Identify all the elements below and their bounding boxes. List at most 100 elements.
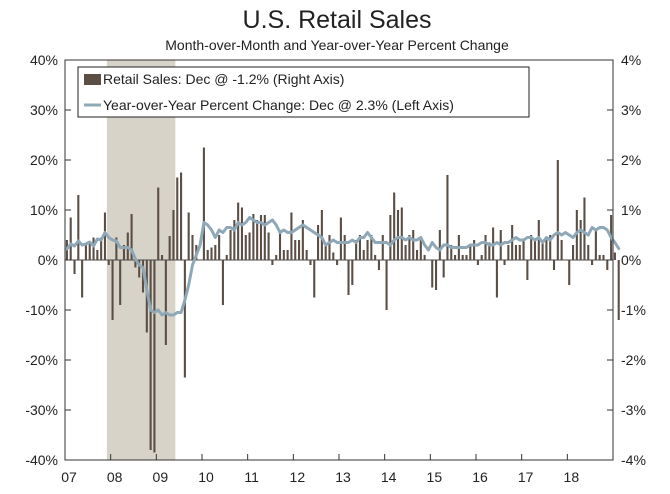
bar bbox=[221, 260, 224, 305]
bar bbox=[328, 235, 331, 260]
bar bbox=[168, 236, 171, 260]
bar bbox=[355, 240, 358, 260]
x-tick-label: 09 bbox=[153, 469, 169, 485]
bar bbox=[480, 255, 483, 260]
left-tick-label: 40% bbox=[30, 52, 58, 68]
bar bbox=[572, 245, 575, 260]
bar bbox=[374, 255, 377, 260]
bar bbox=[240, 207, 243, 260]
bar bbox=[438, 230, 441, 260]
bar bbox=[81, 260, 84, 298]
bar bbox=[69, 217, 72, 260]
bar bbox=[275, 255, 278, 260]
x-tick-label: 17 bbox=[518, 469, 534, 485]
bar bbox=[134, 260, 137, 268]
bar bbox=[442, 260, 445, 278]
bar bbox=[606, 260, 609, 270]
bar bbox=[305, 250, 308, 260]
right-tick-label: -2% bbox=[621, 352, 646, 368]
bar bbox=[591, 260, 594, 265]
x-tick-label: 10 bbox=[198, 469, 214, 485]
bar bbox=[229, 230, 232, 260]
bar bbox=[533, 240, 537, 260]
right-axis: 4% 3% 2% 1% 0% -1% -2% -3% -4% bbox=[607, 52, 646, 468]
bar bbox=[476, 260, 479, 265]
bar bbox=[473, 240, 476, 260]
bar bbox=[286, 250, 289, 260]
bar bbox=[427, 260, 430, 261]
bar bbox=[73, 260, 76, 274]
bar bbox=[294, 240, 297, 260]
bar bbox=[111, 260, 114, 320]
bar bbox=[172, 210, 175, 260]
bar bbox=[545, 240, 548, 260]
bar bbox=[130, 214, 133, 260]
bar bbox=[161, 255, 164, 260]
bar bbox=[549, 235, 552, 260]
bar bbox=[484, 235, 487, 260]
bar bbox=[191, 235, 194, 260]
bar bbox=[218, 235, 221, 260]
bar bbox=[336, 260, 339, 265]
bar bbox=[282, 250, 285, 260]
bar bbox=[507, 245, 510, 260]
bar bbox=[107, 260, 110, 265]
chart-subtitle: Month-over-Month and Year-over-Year Perc… bbox=[165, 37, 509, 53]
bar bbox=[309, 260, 312, 265]
bar bbox=[393, 192, 396, 260]
bar bbox=[103, 212, 106, 260]
bar bbox=[568, 260, 571, 285]
left-axis: 40% 30% 20% 10% 0% -10% -20% -30% -40% bbox=[25, 52, 71, 468]
bar bbox=[358, 235, 361, 260]
right-tick-label: 3% bbox=[621, 102, 641, 118]
bar bbox=[278, 230, 282, 260]
bar bbox=[377, 260, 380, 270]
bar bbox=[271, 260, 274, 265]
bar bbox=[199, 260, 202, 261]
left-tick-label: 20% bbox=[30, 152, 58, 168]
bar bbox=[465, 255, 468, 260]
bar bbox=[237, 202, 240, 260]
bar bbox=[149, 260, 152, 450]
bar bbox=[514, 245, 517, 260]
bar bbox=[488, 242, 491, 260]
bar bbox=[233, 220, 236, 260]
bar bbox=[446, 175, 449, 260]
legend-label-yoy: Year-over-Year Percent Change: Dec @ 2.3… bbox=[103, 97, 454, 113]
left-tick-label: -20% bbox=[25, 352, 58, 368]
x-axis: 07 08 09 10 11 12 13 14 15 16 17 18 bbox=[61, 454, 579, 485]
bar bbox=[537, 220, 540, 260]
bar bbox=[164, 260, 167, 345]
bar bbox=[339, 217, 342, 260]
bar bbox=[613, 252, 616, 260]
bar bbox=[583, 197, 586, 260]
bar bbox=[495, 260, 498, 298]
bar bbox=[332, 252, 335, 260]
bar bbox=[385, 260, 388, 310]
bar bbox=[575, 210, 578, 260]
chart-title: U.S. Retail Sales bbox=[243, 6, 432, 34]
bar bbox=[259, 215, 263, 260]
bar bbox=[556, 160, 559, 260]
x-tick-label: 14 bbox=[381, 469, 397, 485]
right-tick-label: 2% bbox=[621, 152, 641, 168]
bar bbox=[617, 260, 620, 320]
right-tick-label: -1% bbox=[621, 302, 646, 318]
bar bbox=[138, 260, 141, 278]
x-tick-label: 11 bbox=[244, 469, 259, 485]
bar bbox=[176, 177, 179, 260]
left-tick-label: 30% bbox=[30, 102, 58, 118]
bar bbox=[248, 232, 251, 260]
bar bbox=[541, 242, 544, 260]
right-tick-label: -3% bbox=[621, 402, 646, 418]
bar bbox=[560, 240, 563, 260]
bar bbox=[579, 220, 582, 260]
x-tick-label: 16 bbox=[472, 469, 488, 485]
bar bbox=[214, 245, 217, 260]
legend-bar-swatch bbox=[84, 74, 101, 85]
bar bbox=[317, 225, 320, 260]
bar bbox=[122, 245, 126, 260]
bar bbox=[96, 250, 99, 260]
bar bbox=[183, 260, 186, 378]
left-tick-label: -30% bbox=[25, 402, 58, 418]
